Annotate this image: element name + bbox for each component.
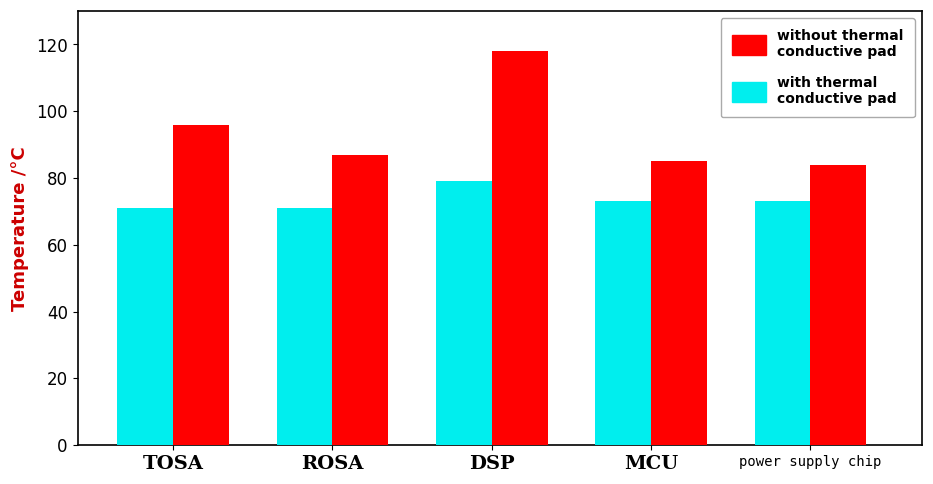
Legend: without thermal
conductive pad, with thermal
conductive pad: without thermal conductive pad, with the… [720, 18, 915, 117]
Bar [755, 201, 811, 445]
Bar [595, 201, 651, 445]
Bar [436, 182, 492, 445]
Y-axis label: Temperature /°C: Temperature /°C [11, 146, 29, 311]
Bar [332, 155, 388, 445]
Bar [651, 161, 707, 445]
Bar [118, 208, 174, 445]
Bar [811, 165, 866, 445]
Bar [492, 51, 548, 445]
Bar [277, 208, 332, 445]
Bar [174, 125, 229, 445]
